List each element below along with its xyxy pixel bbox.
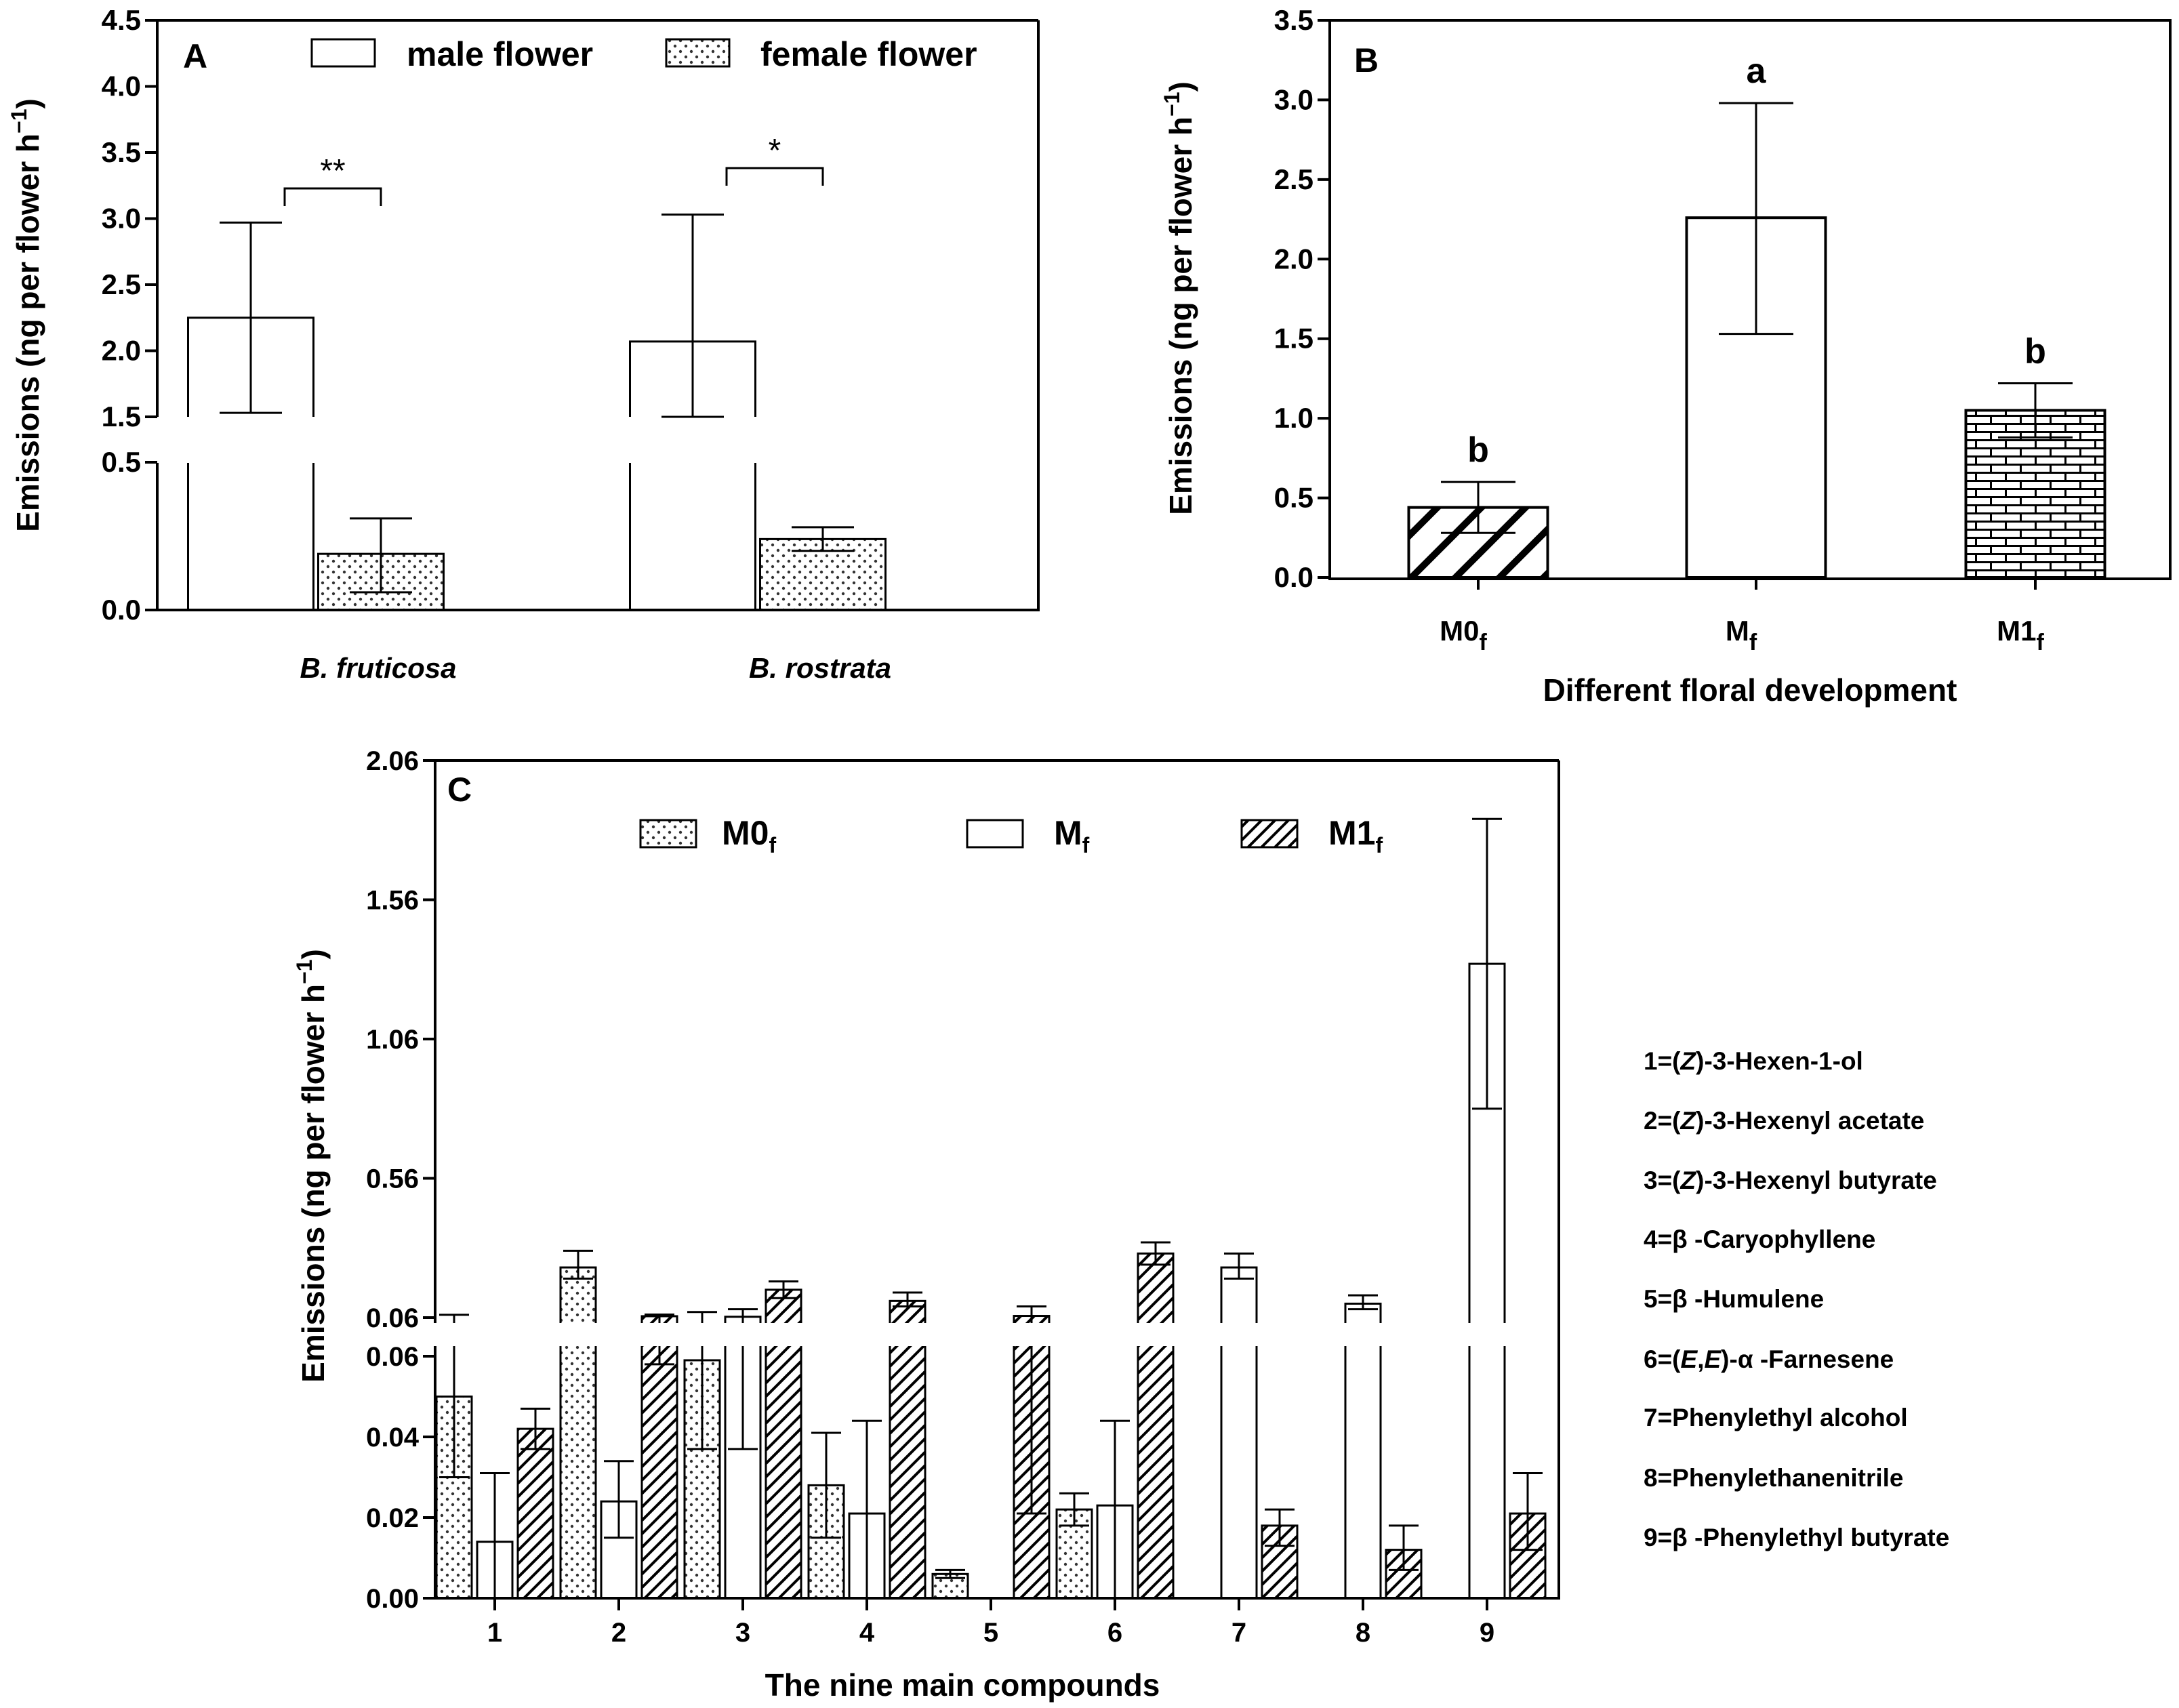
panel-c-y-tick-label-upper: 2.06 (366, 746, 419, 776)
panel-c-y-tick-label-lower: 0.04 (366, 1423, 420, 1452)
panel-a-legend-male-label: male flower (407, 35, 593, 73)
panel-a: 0.00.51.52.02.53.03.54.04.5 *** B. fruti… (7, 4, 1040, 684)
panel-a-y-tick-label: 0.5 (102, 446, 141, 478)
panel-c-x-label: 7 (1231, 1618, 1246, 1648)
panel-b-y-tick-label: 2.0 (1274, 243, 1313, 274)
panel-b-letter: B (1354, 41, 1379, 79)
panel-c-x-label: 9 (1480, 1618, 1494, 1648)
panel-a-y-tick-label: 1.5 (102, 401, 141, 432)
panel-b-significance-letter: b (2024, 331, 2046, 371)
panel-a-x-label: B. rostrata (749, 652, 891, 684)
panel-b-y-tick-label: 1.0 (1274, 402, 1313, 434)
panel-a-y-tick-label: 3.5 (102, 136, 141, 168)
panel-b-frame (1328, 19, 2172, 580)
panel-b-x-label: M0f (1440, 615, 1487, 655)
panel-c-bar-s1-c7 (1344, 1302, 1382, 1600)
compound-key-5: 5=β -Humulene (1644, 1285, 1824, 1313)
panel-c-y-tick-label-lower: 0.02 (366, 1503, 419, 1533)
panel-b-y-tick-label: 0.0 (1274, 561, 1313, 593)
panel-a-significance: *** (283, 133, 824, 206)
panel-a-legend-female-label: female flower (760, 35, 977, 73)
panel-c-legend-mf-label: Mf (1054, 814, 1090, 857)
panel-a-y-axis-title: Emissions (ng per flower h−1) (7, 98, 45, 532)
compound-key-3: 3=(Z)-3-Hexenyl butyrate (1644, 1166, 1937, 1194)
panel-a-y-tick-label: 4.5 (102, 4, 141, 36)
panel-b-y-tick-label: 3.0 (1274, 83, 1313, 115)
panel-c-legend-mf-swatch (966, 819, 1024, 849)
panel-b-x-axis-title: Different floral development (1543, 672, 1957, 708)
panel-a-y-ticks: 0.0 0.5 1.5 2.0 2.5 3.0 3.5 4.0 4.5 (102, 4, 157, 626)
panel-c-y-tick-label-upper: 1.56 (366, 886, 419, 916)
panel-a-x-label: B. fruticosa (300, 652, 456, 684)
panel-c-x-label: 4 (859, 1618, 875, 1648)
panel-c-x-axis-title: The nine main compounds (765, 1667, 1160, 1703)
compound-key-7: 7=Phenylethyl alcohol (1644, 1404, 1908, 1431)
panel-c-y-tick-label-upper: 1.06 (366, 1025, 419, 1055)
panel-a-y-tick-label: 3.0 (102, 203, 141, 235)
panel-c-y-ticks: 0.00 0.02 0.04 0.06 0.06 0.56 1.06 1.56 2.06 (366, 746, 435, 1614)
panel-c-bar-s2-c5 (1137, 1252, 1175, 1600)
panel-b-error-bars (1441, 102, 2073, 534)
panel-a-y-tick-label: 4.0 (102, 70, 141, 102)
panel-a-legend-male-swatch (310, 38, 376, 68)
panel-a-error-bars (220, 214, 854, 594)
panel-b-y-tick-label: 3.5 (1274, 4, 1313, 36)
panel-c-x-label: 6 (1107, 1618, 1122, 1648)
panel-b-x-label: M1f (1997, 615, 2044, 655)
panel-a-significance-bracket (283, 187, 382, 206)
panel-a-letter: A (183, 37, 207, 75)
panel-b-significance-letter: b (1467, 430, 1489, 470)
panel-b-y-tick-label: 1.5 (1274, 323, 1313, 354)
compound-key-6: 6=(E,E)-α -Farnesene (1644, 1345, 1894, 1373)
panel-c-x-label: 8 (1356, 1618, 1370, 1648)
panel-a-x-labels: B. fruticosa B. rostrata (300, 652, 891, 684)
compound-key: 1=(Z)-3-Hexen-1-ol 2=(Z)-3-Hexenyl aceta… (1644, 1047, 1949, 1551)
panel-a-significance-bracket (725, 167, 824, 186)
panel-c-x-label: 2 (611, 1618, 626, 1648)
panel-a-y-tick-label: 2.5 (102, 268, 141, 300)
panel-c-x-labels: 1 2 3 4 5 6 7 8 9 (487, 1598, 1494, 1648)
compound-key-2: 2=(Z)-3-Hexenyl acetate (1644, 1107, 1924, 1135)
panel-c-break-mask (434, 1323, 1559, 1346)
panel-c-y-tick-label-upper: 0.56 (366, 1164, 419, 1194)
panel-b-y-ticks: 0.0 0.5 1.0 1.5 2.0 2.5 3.0 3.5 (1274, 4, 1330, 593)
panel-a-y-tick-label: 2.0 (102, 335, 141, 367)
panel-c-bar-s2-c3 (889, 1299, 926, 1600)
panel-c-legend-m1f-label: M1f (1328, 814, 1383, 857)
panel-c-x-label: 5 (983, 1618, 998, 1648)
panel-b: 0.00.51.01.52.02.53.03.5 bab M0f Mf M1f B … (1160, 4, 2172, 708)
panel-c-bar-s2-c0 (516, 1427, 554, 1600)
compound-key-4: 4=β -Caryophyllene (1644, 1225, 1875, 1253)
panel-c-y-tick-label-lower: 0.06 (366, 1342, 419, 1372)
panel-b-significance-letter: a (1747, 52, 1767, 91)
panel-c-legend-m0f-label: M0f (722, 814, 776, 857)
panel-b-x-labels: M0f Mf M1f (1440, 577, 2045, 655)
panel-c-bar-s0-c1 (559, 1266, 597, 1600)
panel-b-y-axis-title: Emissions (ng per flower h−1) (1160, 81, 1198, 515)
panel-c-bar-s1-c6 (1220, 1266, 1258, 1600)
panel-c-x-label: 3 (735, 1618, 750, 1648)
panel-c-letter: C (447, 771, 472, 809)
panel-c-y-tick-label-upper: 0.06 (366, 1303, 419, 1333)
panel-b-letters: b a b (1467, 52, 2046, 470)
compound-key-8: 8=Phenylethanenitrile (1644, 1464, 1904, 1492)
panel-a-legend-female-swatch (665, 38, 731, 68)
panel-b-y-tick-label: 0.5 (1274, 482, 1313, 514)
panel-c-legend-m0f-swatch (639, 819, 697, 849)
panel-a-bars (187, 317, 887, 611)
panel-c-bars (435, 962, 1547, 1600)
panel-c-legend-m1f-swatch (1240, 819, 1299, 849)
panel-c-x-label: 1 (487, 1618, 502, 1648)
panel-a-y-tick-label: 0.0 (102, 594, 141, 626)
panel-b-x-label: Mf (1726, 615, 1757, 655)
panel-a-significance-label: * (769, 133, 781, 169)
compound-key-1: 1=(Z)-3-Hexen-1-ol (1644, 1047, 1863, 1075)
panel-a-significance-label: ** (320, 153, 345, 189)
panel-b-y-tick-label: 2.5 (1274, 163, 1313, 195)
compound-key-9: 9=β -Phenylethyl butyrate (1644, 1524, 1949, 1551)
panel-c-y-axis-title: Emissions (ng per flower h−1) (292, 949, 331, 1383)
panel-c: 0.00 0.02 0.04 0.06 0.06 0.56 1.06 1.56 2.06 1 2 3… (292, 746, 1560, 1703)
panel-c-y-tick-label-lower: 0.00 (366, 1584, 419, 1614)
